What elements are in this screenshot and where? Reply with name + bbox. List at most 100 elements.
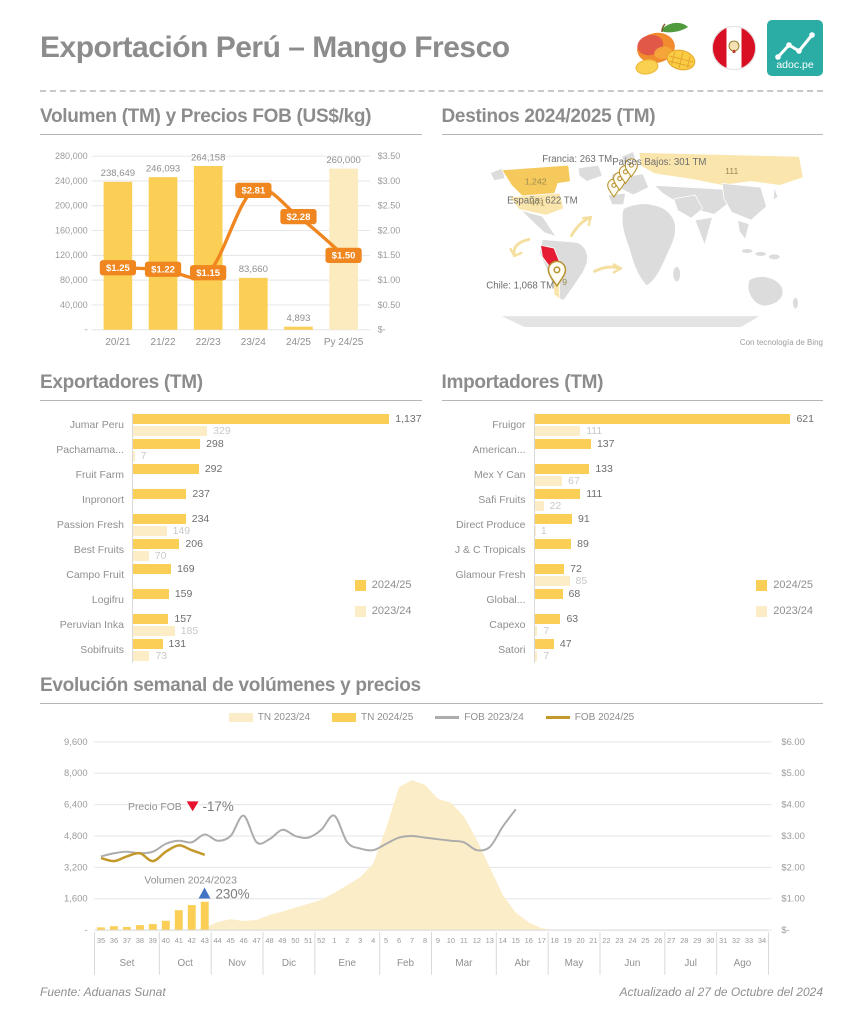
week-label: 6 bbox=[397, 936, 401, 945]
right-tick: $1.00 bbox=[378, 275, 401, 285]
value-current: 89 bbox=[577, 538, 589, 551]
category-label: Global... bbox=[486, 594, 526, 607]
value-current: 159 bbox=[174, 588, 193, 601]
value-current: 169 bbox=[177, 563, 195, 576]
bar-current bbox=[534, 539, 572, 550]
right-tick: $1.50 bbox=[378, 250, 401, 260]
row-fruit-farm: Fruit Farm 292 bbox=[40, 463, 422, 489]
week-label: 3 bbox=[358, 936, 362, 945]
section-exporters: Exportadores (TM) Jumar Peru 1,137 329 Pach… bbox=[40, 370, 422, 665]
weekly-legend: TN 2023/24 TN 2024/25 FOB 2023/24 FOB 2024/… bbox=[40, 712, 823, 723]
legend-swatch bbox=[435, 716, 460, 720]
week-label: 26 bbox=[654, 936, 662, 945]
bar-previous bbox=[133, 426, 208, 437]
annotation-volumen: Volumen 2024/2023 bbox=[144, 876, 237, 887]
region-alaska bbox=[489, 167, 505, 181]
week-label: 7 bbox=[410, 936, 414, 945]
bar-previous bbox=[133, 451, 135, 462]
row-global-: Global... 68 bbox=[442, 588, 824, 614]
bar bbox=[284, 326, 313, 330]
week-label: 51 bbox=[304, 936, 312, 945]
region-india bbox=[694, 216, 713, 247]
value-current: 72 bbox=[570, 563, 582, 576]
bar-current bbox=[133, 639, 163, 650]
legend: 2024/25 2023/24 bbox=[756, 579, 813, 617]
bar bbox=[103, 181, 133, 330]
legend-item: 2023/24 bbox=[756, 605, 813, 617]
down-triangle-icon bbox=[186, 801, 199, 812]
value-previous: 67 bbox=[568, 475, 580, 488]
value-previous: 7 bbox=[543, 650, 550, 663]
region-usa bbox=[508, 192, 564, 216]
bar-value: 238,649 bbox=[101, 168, 135, 179]
combo-grid: 280,000 $3.50 240,000 $3.00 200,000 $2.50 160,… bbox=[55, 151, 400, 335]
callout-chile: Chile: 1,068 TM bbox=[486, 281, 554, 292]
category-label: Mex Y Can bbox=[473, 469, 526, 482]
bars-area: 133 67 bbox=[533, 463, 824, 489]
bars-area: 68 bbox=[533, 588, 824, 614]
right-tick: $- bbox=[378, 325, 386, 335]
row-peruvian-inka: Peruvian Inka 157 185 bbox=[40, 613, 422, 639]
legend-swatch bbox=[354, 579, 366, 591]
bar bbox=[193, 165, 223, 330]
bar bbox=[187, 905, 196, 931]
bar-current bbox=[133, 414, 390, 425]
category-label: Best Fruits bbox=[73, 544, 124, 557]
destinations-title: Destinos 2024/2025 (TM) bbox=[441, 106, 823, 135]
legend-label: TN 2023/24 bbox=[257, 712, 311, 724]
right-tick: $6.00 bbox=[781, 736, 805, 747]
left-tick: 9,600 bbox=[64, 736, 88, 747]
value-canada: 1,242 bbox=[524, 176, 546, 186]
header-logos: adoc.pe bbox=[631, 19, 823, 77]
category-label: Peruvian Inka bbox=[59, 619, 124, 632]
bar-current bbox=[534, 589, 563, 600]
month-label: Dic bbox=[282, 958, 296, 969]
bars-area: 91 1 bbox=[533, 513, 824, 539]
left-tick: 160,000 bbox=[55, 225, 88, 235]
value-current: 298 bbox=[206, 438, 224, 451]
bars-area: 206 70 bbox=[132, 538, 422, 564]
bars-area: 1,137 329 bbox=[132, 413, 422, 439]
page-title: Exportación Perú – Mango Fresco bbox=[40, 31, 510, 64]
price-label: $2.81 bbox=[241, 186, 266, 197]
week-label: 31 bbox=[719, 936, 727, 945]
category-label: Fruit Farm bbox=[75, 469, 124, 482]
right-tick: $3.50 bbox=[378, 151, 401, 161]
week-label: 18 bbox=[550, 936, 558, 945]
row-safi-fruits: Safi Fruits 111 22 bbox=[442, 488, 824, 514]
week-label: 15 bbox=[512, 936, 520, 945]
week-label: 4 bbox=[371, 936, 375, 945]
value-previous: 7 bbox=[543, 625, 550, 638]
x-label: 23/24 bbox=[241, 337, 266, 348]
left-tick: 4,800 bbox=[64, 830, 88, 841]
week-label: 21 bbox=[589, 936, 597, 945]
legend-label: 2024/25 bbox=[773, 579, 813, 592]
bar bbox=[148, 177, 178, 330]
month-label: Jun bbox=[624, 958, 640, 969]
volume-bars: 238,649 20/21 246,093 21/22 264,158 22/23 83,6… bbox=[101, 152, 364, 348]
weekly-chart: 9,600 $6.00 8,000 $5.00 6,400 $4.00 4,800 $3.00… bbox=[64, 736, 805, 976]
value-current: 621 bbox=[796, 413, 814, 426]
week-label: 36 bbox=[110, 936, 118, 945]
right-tick: $- bbox=[781, 924, 789, 935]
row-campo-fruit: Campo Fruit 169 bbox=[40, 563, 422, 589]
week-label: 19 bbox=[563, 936, 571, 945]
value-previous: 1 bbox=[540, 525, 547, 538]
left-tick: 240,000 bbox=[55, 176, 88, 186]
month-label: Feb bbox=[397, 958, 415, 969]
value-previous: 22 bbox=[549, 500, 562, 513]
month-label: Jul bbox=[684, 958, 697, 969]
bar-previous bbox=[133, 526, 167, 537]
bar-previous bbox=[133, 626, 175, 637]
left-tick: - bbox=[84, 924, 87, 935]
callout-francia: Francia: 263 TM bbox=[542, 154, 612, 165]
week-label: 50 bbox=[291, 936, 299, 945]
bars-area: 111 22 bbox=[533, 488, 824, 514]
category-label: Satori bbox=[498, 644, 526, 657]
week-label: 13 bbox=[486, 936, 494, 945]
value-rusia: 111 bbox=[725, 166, 738, 176]
bar bbox=[200, 901, 209, 931]
section-volume-price: Volumen (TM) y Precios FOB (US$/kg) 280,… bbox=[40, 104, 422, 360]
category-label: Inpronort bbox=[81, 494, 124, 507]
